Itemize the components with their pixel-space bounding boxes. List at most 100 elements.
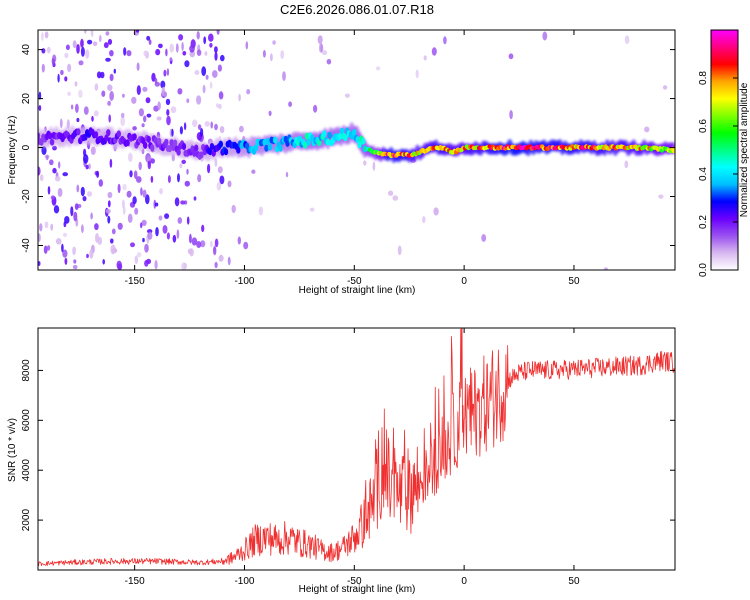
noise-blob (175, 43, 179, 53)
snr-x-axis: -150 -100 -50 0 50 (125, 328, 580, 587)
noise-blob (107, 38, 113, 45)
noise-blob (142, 86, 148, 92)
noise-blob (177, 88, 183, 95)
noise-blob (78, 89, 83, 98)
noise-blob (143, 115, 147, 123)
noise-blob (72, 264, 78, 270)
noise-blob (47, 245, 51, 251)
noise-blob (90, 146, 96, 155)
noise-blob (41, 48, 46, 54)
noise-blob (108, 114, 111, 123)
ridge-cell (264, 144, 269, 152)
noise-blob (644, 126, 650, 133)
noise-blob (41, 63, 45, 73)
noise-blob (227, 180, 232, 188)
noise-blob (216, 30, 220, 35)
noise-blob (109, 158, 113, 168)
ridge-cell (671, 148, 675, 154)
noise-blob (150, 175, 154, 183)
noise-blob (54, 175, 61, 182)
noise-blob (103, 42, 109, 49)
noise-blob (184, 60, 190, 68)
noise-blob (165, 98, 171, 106)
spectrogram-panel: -150 -100 -50 0 50 -40 -20 0 20 40 Height of str… (7, 29, 676, 296)
y-tick-label: 4000 (21, 459, 32, 482)
noise-blob (179, 126, 183, 135)
noise-blob (196, 31, 200, 40)
y-tick-label: 20 (21, 93, 32, 105)
noise-blob (658, 194, 664, 199)
noise-blob (317, 35, 323, 45)
noise-blob (144, 243, 149, 253)
noise-blob (122, 184, 127, 191)
noise-blob (80, 46, 85, 57)
noise-blob (194, 70, 200, 75)
x-tick-label: -150 (125, 276, 145, 287)
noise-blob (624, 160, 629, 169)
noise-blob (96, 170, 100, 178)
snr-y-axis: 2000 4000 6000 8000 (21, 359, 675, 531)
noise-blob (174, 197, 180, 207)
noise-blob (189, 233, 192, 244)
noise-blob (169, 43, 174, 53)
noise-blob (216, 103, 219, 108)
noise-blob (38, 261, 41, 266)
noise-blob (95, 233, 99, 243)
noise-blob (88, 163, 91, 170)
noise-blob (171, 128, 174, 137)
noise-blob (158, 215, 163, 221)
ridge-cell (93, 131, 99, 139)
noise-blob (270, 53, 273, 62)
noise-blob (87, 191, 92, 197)
noise-blob (321, 50, 328, 56)
noise-blob (214, 238, 219, 248)
ridge-cell (236, 146, 241, 154)
noise-blob (272, 40, 276, 45)
noise-blob (64, 52, 69, 59)
ridge-cell (253, 144, 259, 152)
noise-blob (217, 166, 223, 174)
noise-blob (117, 263, 123, 270)
noise-blob (245, 41, 249, 50)
noise-blob (509, 110, 513, 120)
noise-blob (110, 238, 114, 244)
noise-blob (151, 72, 156, 82)
noise-blob (58, 161, 61, 169)
noise-blob (111, 228, 116, 235)
noise-blob (262, 50, 266, 58)
y-tick-label: -20 (21, 189, 32, 204)
noise-blob (140, 187, 143, 196)
spectrogram-y-label: Frequency (Hz) (7, 116, 18, 185)
noise-blob (155, 48, 161, 56)
noise-blob (177, 217, 183, 224)
noise-blob (156, 116, 162, 121)
colorbar: 0.0 0.2 0.4 0.6 0.8 Normalized spectral ampl… (698, 29, 750, 277)
noise-blob (217, 64, 222, 72)
noise-blob (219, 126, 225, 134)
noise-blob (47, 186, 51, 195)
noise-blob (142, 237, 145, 243)
ridge-cell (39, 138, 44, 146)
noise-blob (186, 216, 190, 225)
noise-blob (86, 253, 89, 259)
noise-blob (180, 200, 186, 205)
noise-blob (53, 205, 60, 214)
ridge-cell (223, 148, 229, 156)
noise-blob (160, 80, 166, 89)
noise-blob (82, 196, 87, 202)
noise-blob (422, 216, 426, 224)
noise-blob (201, 224, 205, 233)
noise-blob (150, 158, 155, 164)
noise-blob (154, 81, 160, 87)
noise-blob (93, 110, 99, 117)
noise-blob (155, 227, 159, 237)
colorbar-tick-label: 0.8 (698, 71, 709, 85)
noise-blob (117, 183, 121, 194)
noise-blob (80, 186, 85, 197)
noise-blob (141, 123, 145, 128)
noise-blob (147, 160, 151, 170)
noise-blob (67, 91, 71, 96)
noise-blob (213, 246, 217, 256)
x-tick-label: -150 (125, 576, 145, 587)
noise-blob (159, 188, 163, 195)
